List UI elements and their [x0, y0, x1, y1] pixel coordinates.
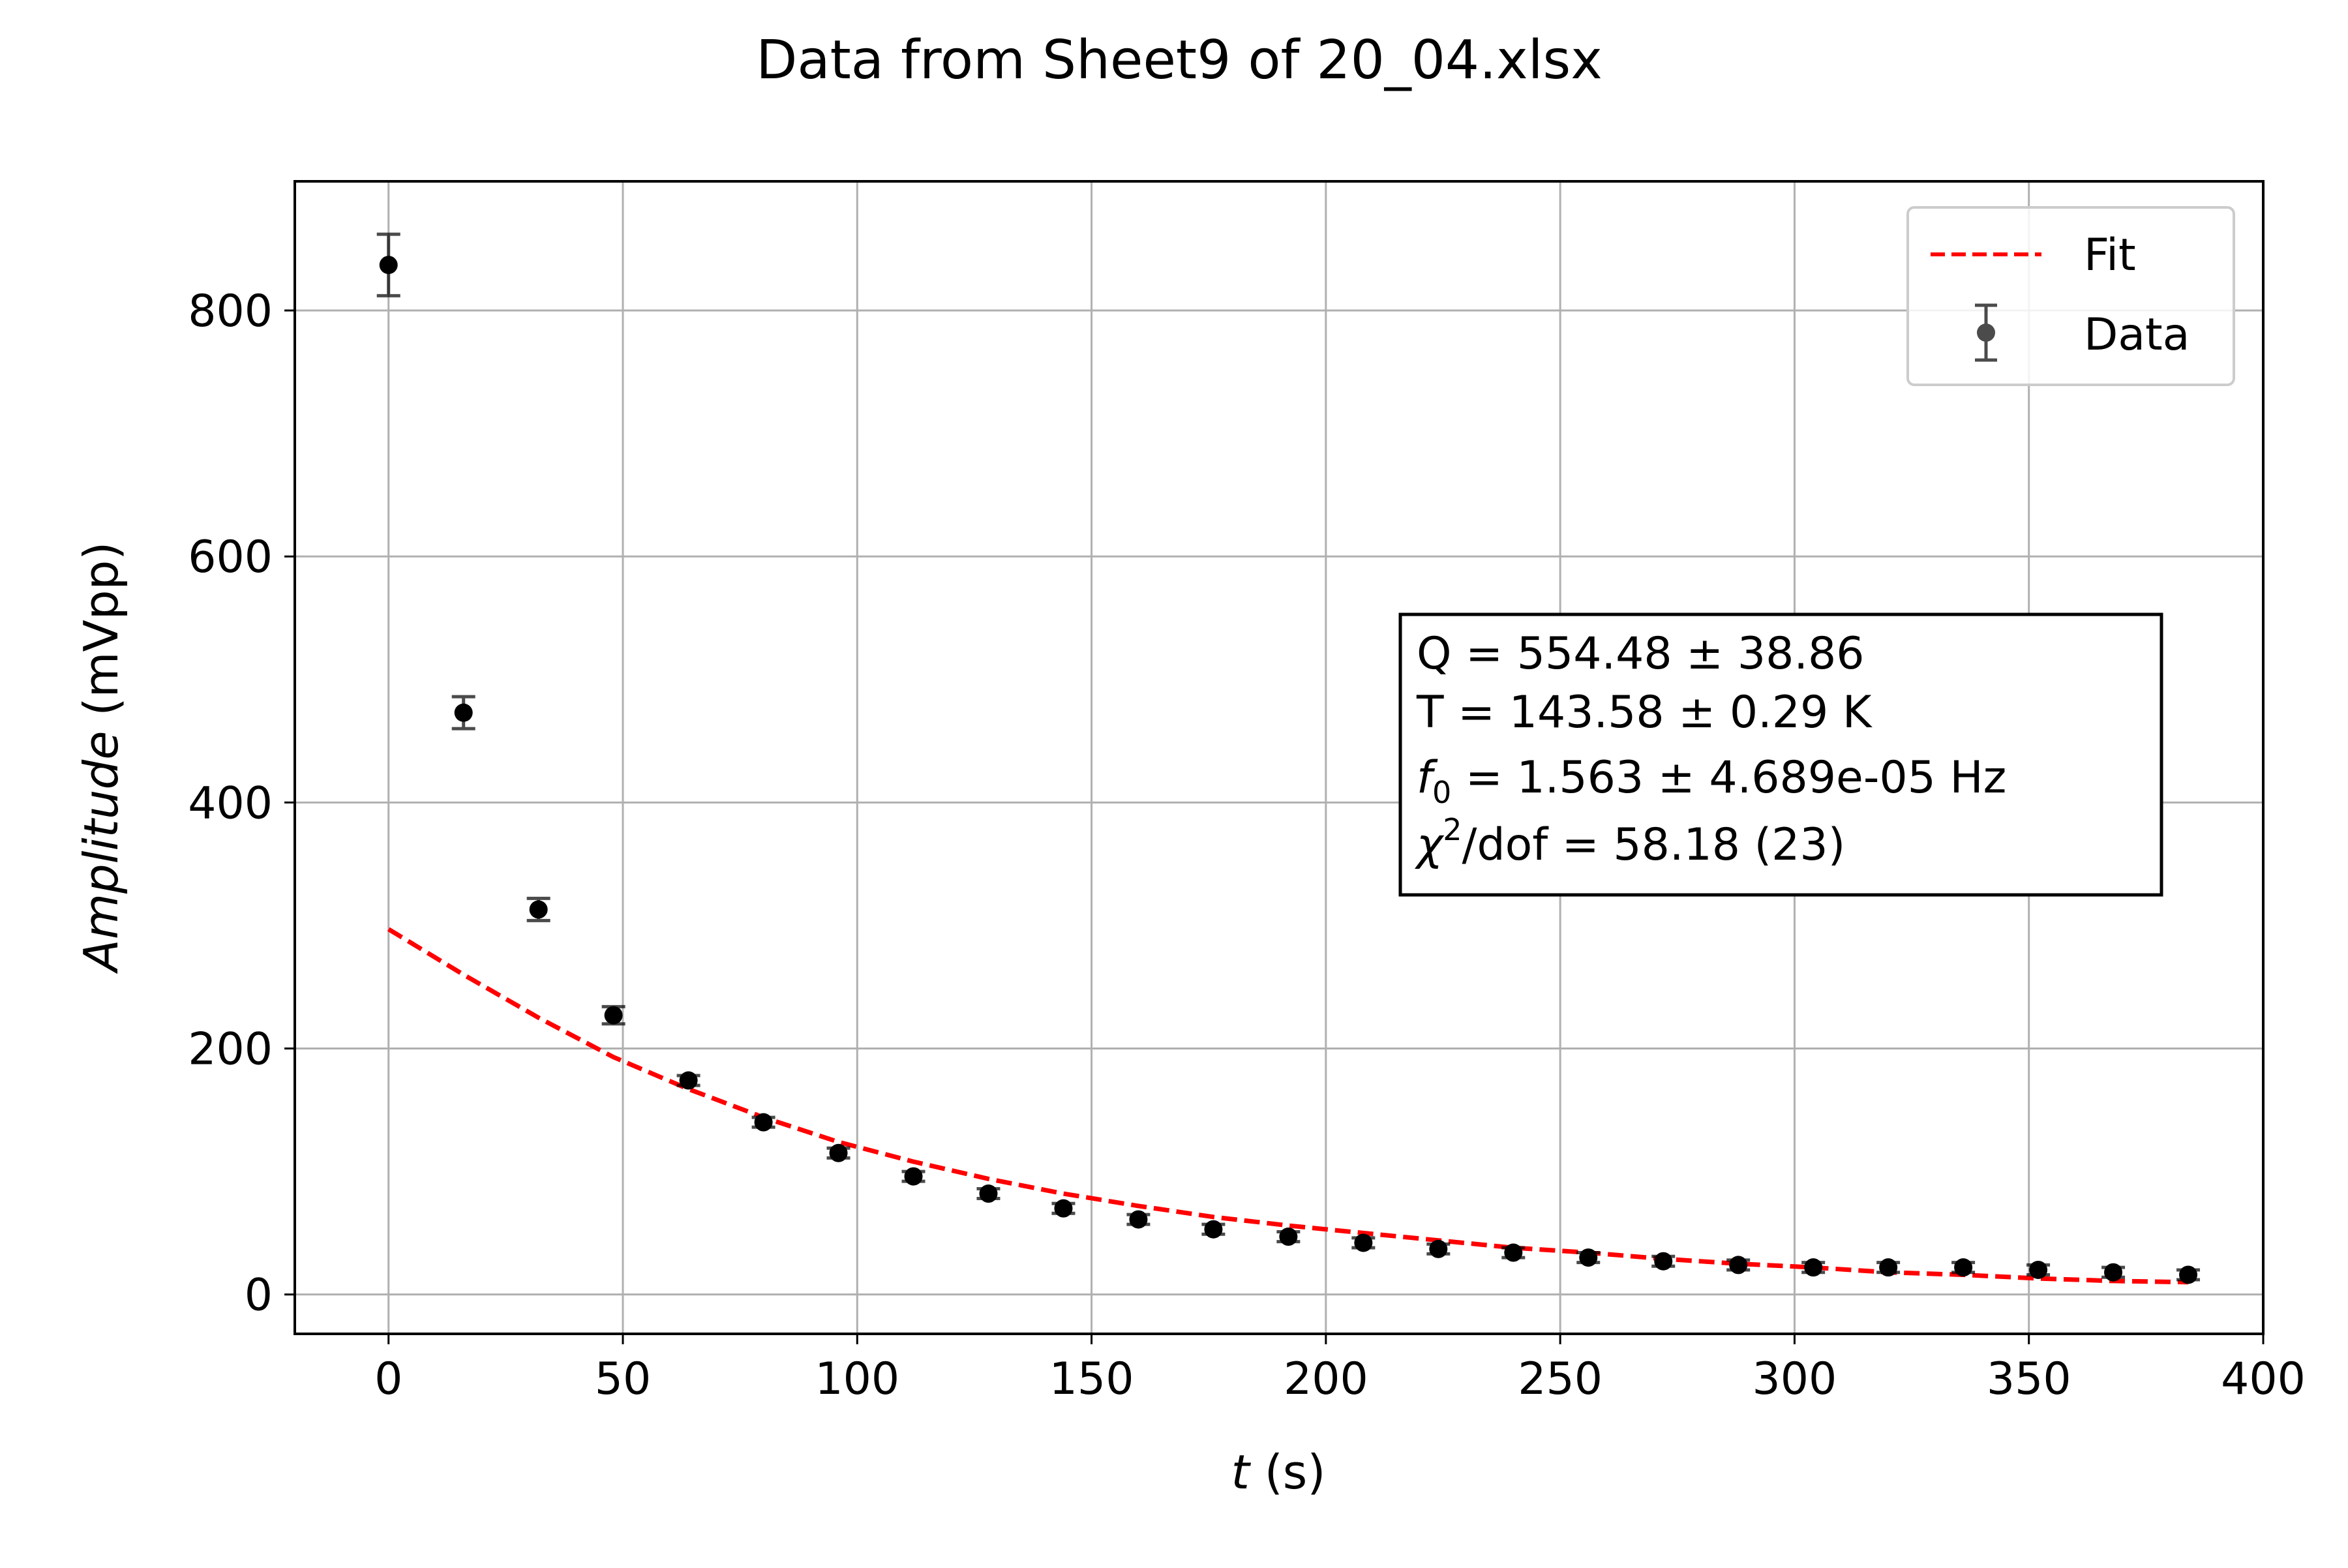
x-tick-label: 200: [1284, 1353, 1368, 1405]
data-point: [526, 896, 550, 922]
fit-info-q: Q = 554.48 ± 38.86: [1417, 628, 1865, 680]
data-marker: [1279, 1228, 1298, 1246]
fit-info-frame: [1398, 612, 2163, 897]
y-tick-label: 800: [188, 286, 273, 337]
data-marker: [979, 1184, 998, 1203]
chi2-value: /dof = 58.18 (23): [1462, 819, 1846, 871]
y-tick-label: 400: [188, 777, 273, 829]
fit-info-f0: f0 = 1.563 ± 4.689e-05 Hz: [1417, 752, 2006, 810]
data-point: [1951, 1258, 1976, 1277]
plot-frame: [294, 180, 2265, 1335]
y-tick-label: 600: [188, 532, 273, 583]
data-marker: [754, 1113, 773, 1132]
y-tick-label: 200: [188, 1023, 273, 1075]
y-tick-label: 0: [245, 1270, 273, 1321]
data-point: [1726, 1256, 1751, 1274]
x-axis-title: t (s): [1231, 1445, 1326, 1500]
x-tick-label: 400: [2221, 1353, 2306, 1405]
data-marker: [904, 1167, 923, 1186]
f0-value: = 1.563 ± 4.689e-05 Hz: [1451, 752, 2006, 804]
data-marker: [1054, 1199, 1073, 1218]
chi-superscript: 2: [1443, 812, 1462, 847]
data-marker: [829, 1143, 848, 1162]
data-point: [1126, 1210, 1151, 1229]
data-point: [376, 232, 400, 297]
x-axis-symbol: t: [1231, 1445, 1252, 1500]
axis-ticks: 0 50 100 150 200 250 300 350 400 0 200 400 600 800: [188, 286, 2306, 1405]
data-marker: [1354, 1233, 1373, 1252]
data-marker: [1654, 1252, 1673, 1271]
x-axis-unit: (s): [1250, 1445, 1326, 1500]
data-marker: [2104, 1263, 2123, 1282]
data-point: [1051, 1199, 1076, 1218]
data-marker: [604, 1006, 623, 1025]
data-marker: [1204, 1220, 1223, 1239]
chi-symbol: χ: [1414, 819, 1445, 871]
data-marker: [1504, 1243, 1523, 1262]
x-tick-label: 50: [595, 1353, 652, 1405]
data-marker: [1804, 1258, 1823, 1277]
legend-data-label: Data: [2084, 309, 2190, 361]
data-point: [2101, 1263, 2126, 1282]
x-tick-label: 300: [1753, 1353, 1837, 1405]
fit-info-chi2: χ2/dof = 58.18 (23): [1414, 812, 1845, 871]
data-point: [1201, 1220, 1226, 1239]
data-point: [1651, 1252, 1676, 1271]
x-tick-label: 100: [815, 1353, 899, 1405]
data-marker: [529, 900, 548, 919]
data-point: [676, 1071, 700, 1090]
data-point: [1801, 1258, 1826, 1277]
data-marker: [379, 256, 398, 275]
chart-title: Data from Sheet9 of 20_04.xlsx: [756, 29, 1602, 91]
data-point: [451, 695, 475, 731]
data-marker: [1429, 1239, 1448, 1258]
data-marker: [1879, 1258, 1898, 1277]
y-axis-unit: (mVpp): [74, 542, 128, 731]
x-tick-label: 350: [1987, 1353, 2071, 1405]
data-point: [2176, 1265, 2201, 1284]
data-marker: [1129, 1210, 1148, 1229]
data-point: [1351, 1233, 1376, 1252]
x-tick-label: 150: [1049, 1353, 1134, 1405]
legend: Fit Data: [1906, 206, 2235, 386]
data-marker: [1579, 1248, 1598, 1267]
x-tick-label: 250: [1518, 1353, 1603, 1405]
data-point: [601, 1004, 625, 1026]
data-point: [2026, 1260, 2051, 1279]
data-point: [1426, 1239, 1451, 1258]
data-point: [976, 1184, 1001, 1203]
fit-info-box: Q = 554.48 ± 38.86 T = 143.58 ± 0.29 K f…: [1398, 612, 2163, 897]
data-point: [826, 1143, 850, 1162]
f0-subscript: 0: [1432, 775, 1451, 810]
x-tick-label: 0: [374, 1353, 402, 1405]
data-point: [901, 1167, 926, 1186]
data-point: [1501, 1243, 1526, 1262]
data-point: [1576, 1248, 1601, 1267]
legend-data-swatch: [1975, 303, 1997, 362]
data-marker: [2179, 1265, 2198, 1284]
data-marker: [679, 1071, 698, 1090]
y-axis-symbol: Amplitude: [74, 731, 128, 974]
data-marker: [454, 703, 473, 722]
data-point: [751, 1113, 775, 1132]
fit-info-t: T = 143.58 ± 0.29 K: [1416, 687, 1873, 738]
data-marker: [1729, 1256, 1748, 1274]
data-marker: [2029, 1260, 2048, 1279]
data-series: [376, 232, 2201, 1284]
y-axis-title: Amplitude (mVpp): [74, 542, 128, 974]
data-point: [1276, 1228, 1301, 1246]
legend-fit-label: Fit: [2084, 230, 2136, 281]
data-point: [1876, 1258, 1901, 1277]
data-marker: [1954, 1258, 1973, 1277]
